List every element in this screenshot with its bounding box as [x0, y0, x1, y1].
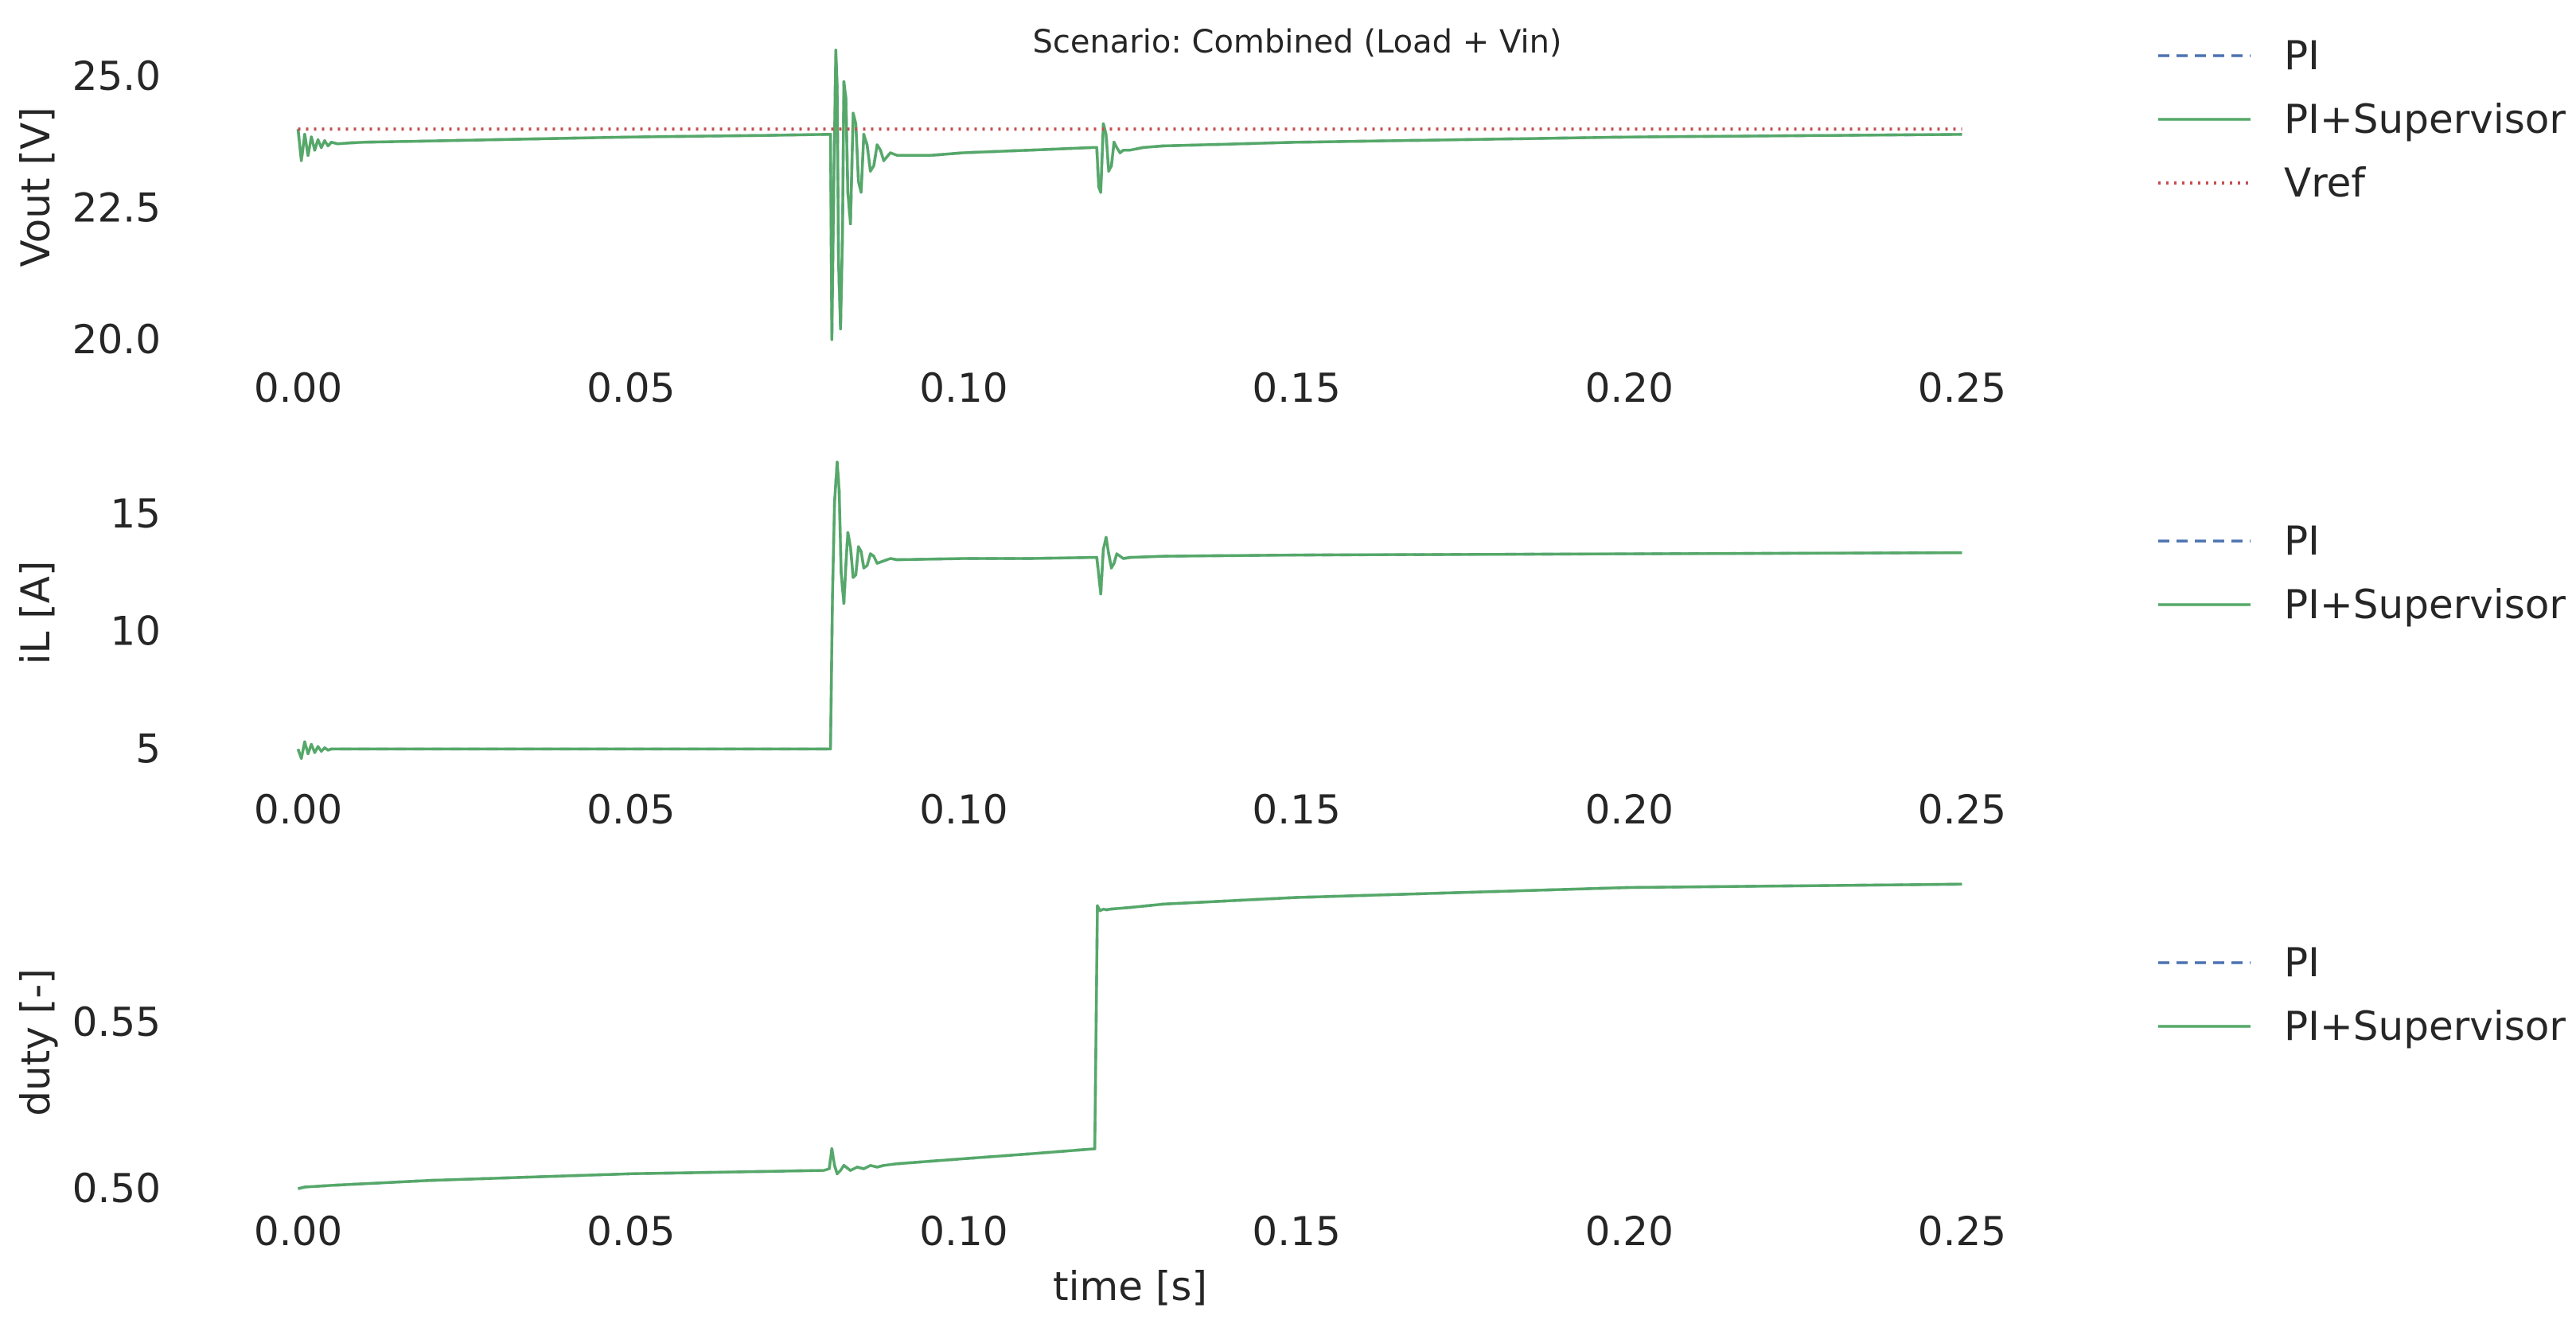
- x-tick-label: 0.25: [1918, 787, 2006, 833]
- x-tick-label: 0.15: [1252, 1209, 1340, 1255]
- legend-label: PI+Supervisor: [2284, 1003, 2566, 1049]
- x-tick-label: 0.00: [254, 365, 342, 411]
- x-tick-label: 0.05: [587, 365, 675, 411]
- y-tick-label: 5: [135, 726, 161, 772]
- legend-label: PI: [2284, 33, 2320, 79]
- y-axis-label: Vout [V]: [13, 107, 59, 267]
- x-tick-label: 0.10: [919, 1209, 1007, 1255]
- legend-label: PI: [2284, 940, 2320, 986]
- x-tick-label: 0.15: [1252, 787, 1340, 833]
- y-tick-label: 0.55: [72, 999, 161, 1045]
- legend-vout: PI PI+Supervisor Vref: [2158, 33, 2566, 206]
- series-line-pi: [298, 882, 1962, 1190]
- x-tick-label: 0.00: [254, 1209, 342, 1255]
- x-axis-label: time [s]: [1053, 1263, 1207, 1310]
- y-tick-label: 25.0: [72, 53, 161, 99]
- legend-label: PI: [2284, 518, 2320, 564]
- y-tick-label: 10: [110, 609, 161, 655]
- x-tick-label: 0.25: [1918, 1209, 2006, 1255]
- x-tick-label: 0.25: [1918, 365, 2006, 411]
- series-line-pi: [296, 461, 1962, 760]
- x-tick-label: 0.10: [919, 365, 1007, 411]
- panel-vout: 0.00 0.05 0.10 0.15 0.20 0.25 20.0 22.5 25.0 Vout…: [13, 33, 2566, 411]
- x-tick-label: 0.05: [587, 787, 675, 833]
- y-axis-label: duty [-]: [13, 968, 59, 1116]
- series-line-pi-supervisor: [296, 49, 1962, 341]
- y-axis-label: iL [A]: [13, 561, 59, 665]
- x-tick-label: 0.05: [587, 1209, 675, 1255]
- panel-duty: 0.00 0.05 0.10 0.15 0.20 0.25 0.50 0.55 duty [-]…: [13, 882, 2566, 1255]
- y-tick-label: 20.0: [72, 317, 161, 363]
- y-tick-label: 22.5: [72, 185, 161, 231]
- series-line-pi-supervisor: [296, 461, 1962, 760]
- y-tick-label: 0.50: [72, 1166, 161, 1212]
- x-tick-label: 0.20: [1585, 365, 1674, 411]
- chart-title: Scenario: Combined (Load + Vin): [1032, 24, 1561, 60]
- x-tick-label: 0.15: [1252, 365, 1340, 411]
- series-line-pi: [296, 49, 1962, 341]
- legend-il: PI PI+Supervisor: [2158, 518, 2566, 628]
- legend-duty: PI PI+Supervisor: [2158, 940, 2566, 1049]
- x-tick-label: 0.00: [254, 787, 342, 833]
- y-tick-label: 15: [110, 491, 161, 537]
- series-line-pi-supervisor: [298, 882, 1962, 1190]
- legend-label: Vref: [2284, 160, 2366, 206]
- panel-il: 0.00 0.05 0.10 0.15 0.20 0.25 5 10 15 iL [A] PI PI+…: [13, 461, 2566, 833]
- x-tick-label: 0.20: [1585, 1209, 1674, 1255]
- x-tick-label: 0.10: [919, 787, 1007, 833]
- legend-label: PI+Supervisor: [2284, 582, 2566, 628]
- legend-label: PI+Supervisor: [2284, 96, 2566, 142]
- x-tick-label: 0.20: [1585, 787, 1674, 833]
